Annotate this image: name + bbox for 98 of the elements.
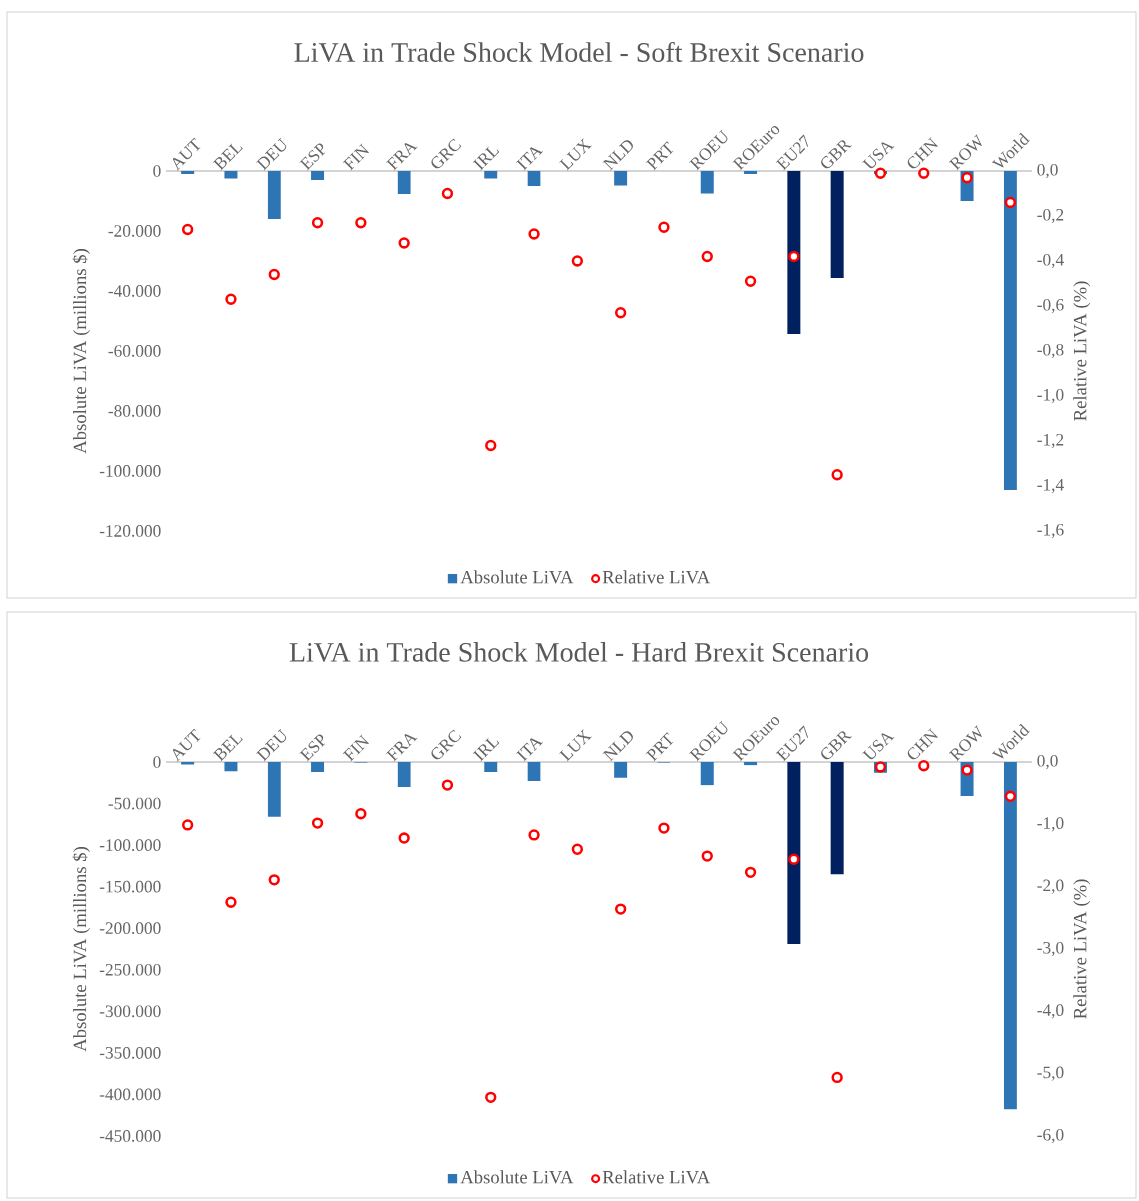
x-tick-label: BEL — [212, 143, 243, 171]
y2-tick-label: -1,2 — [1037, 433, 1064, 449]
y2-tick-label: -1,0 — [1037, 817, 1064, 832]
y-axis-title: Absolute LiVA (millions $) — [72, 847, 91, 1052]
y-tick-label: -400.000 — [99, 1088, 161, 1101]
x-tick-label: ITA — [516, 738, 544, 762]
point — [701, 850, 713, 862]
y2-tick-label: -1,0 — [1037, 388, 1064, 404]
x-tick-label: PRT — [645, 732, 674, 762]
x-tick-label: IRL — [472, 737, 500, 762]
x-tick-label: FRA — [386, 733, 418, 762]
legend-label: Absolute LiVA — [460, 570, 574, 584]
point — [1004, 790, 1017, 802]
x-tick-label: USA — [862, 733, 895, 760]
point — [441, 187, 454, 200]
y2-tick-label: -0,8 — [1037, 343, 1064, 359]
y-tick-label: -350.000 — [99, 1047, 161, 1059]
y2-tick-label: -1,6 — [1037, 523, 1064, 539]
point — [918, 760, 930, 772]
point — [268, 874, 280, 886]
legend-label: Absolute LiVA — [460, 1170, 574, 1184]
point — [398, 237, 410, 249]
x-tick-label: BEL — [212, 734, 243, 762]
x-tick-label: GBR — [821, 140, 852, 169]
y-tick-label: -80.000 — [108, 405, 161, 417]
point — [571, 843, 584, 855]
legend-label: Relative LiVA — [602, 570, 711, 584]
point — [961, 172, 973, 184]
y-tick-label: -120.000 — [99, 525, 161, 537]
y2-axis-title: Relative LiVA (%) — [1073, 879, 1091, 1019]
y2-tick-label: 0,0 — [1037, 163, 1058, 179]
y-tick-label: -300.000 — [99, 1005, 161, 1018]
y2-tick-label: -4,0 — [1037, 1004, 1064, 1019]
point — [614, 903, 627, 915]
point — [744, 275, 757, 287]
x-tick-label: ESP — [299, 734, 326, 762]
y-tick-label: -50.000 — [108, 797, 161, 810]
point — [658, 221, 670, 233]
y2-tick-label: -6,0 — [1037, 1128, 1064, 1144]
y-tick-label: 0 — [153, 756, 161, 768]
legend-label: Relative LiVA — [602, 1170, 711, 1184]
point — [831, 469, 843, 481]
x-tick-label: IRL — [472, 146, 500, 171]
point — [528, 228, 540, 240]
x-tick-label: USA — [862, 142, 895, 169]
point — [658, 822, 670, 834]
x-tick-label: ITA — [516, 147, 544, 171]
y-tick-label: -100.000 — [99, 465, 161, 477]
point — [441, 779, 454, 791]
y-tick-label: 0 — [153, 165, 161, 177]
point — [355, 217, 367, 229]
point — [311, 817, 324, 829]
y-tick-label: -60.000 — [108, 345, 161, 357]
point — [311, 217, 324, 229]
y-tick-label: -20.000 — [108, 225, 161, 237]
point — [744, 866, 757, 878]
point — [1004, 196, 1017, 209]
y2-tick-label: -5,0 — [1037, 1066, 1064, 1081]
point — [181, 819, 194, 831]
y-axis-title: Absolute LiVA (millions $) — [72, 249, 91, 454]
point — [788, 250, 800, 263]
x-tick-label: FIN — [342, 143, 369, 171]
y-tick-label: -250.000 — [99, 963, 161, 976]
y2-tick-label: 0,0 — [1037, 754, 1058, 770]
y2-tick-label: -0,4 — [1037, 253, 1064, 269]
x-tick-label: ESP — [299, 143, 326, 171]
point — [614, 307, 627, 319]
point — [181, 223, 194, 236]
x-tick-label: FRA — [386, 142, 418, 171]
y2-tick-label: -0,6 — [1037, 298, 1064, 314]
point — [571, 255, 584, 267]
y2-tick-label: -1,4 — [1037, 478, 1064, 494]
chart-title: LiVA in Trade Shock Model - Soft Brexit Scenario — [294, 41, 864, 63]
point — [788, 853, 800, 865]
point — [398, 832, 410, 844]
y2-tick-label: -3,0 — [1037, 941, 1064, 957]
point — [528, 829, 540, 841]
y-tick-label: -200.000 — [99, 922, 161, 935]
y2-axis-title: Relative LiVA (%) — [1073, 281, 1091, 421]
point — [485, 439, 497, 452]
point — [225, 896, 237, 908]
point — [831, 1071, 843, 1084]
x-tick-label: FIN — [342, 734, 369, 762]
point — [485, 1091, 497, 1104]
x-tick-label: GBR — [821, 731, 852, 760]
y-tick-label: -100.000 — [99, 839, 161, 851]
point — [961, 764, 973, 776]
point — [701, 250, 713, 263]
y-tick-label: -150.000 — [99, 880, 161, 893]
x-tick-label: PRT — [645, 141, 674, 171]
y2-tick-label: -2,0 — [1037, 879, 1064, 894]
point — [225, 293, 237, 305]
y-tick-label: -450.000 — [99, 1130, 161, 1142]
y2-tick-label: -0,2 — [1037, 208, 1064, 224]
point — [268, 268, 280, 281]
y-tick-label: -40.000 — [108, 285, 161, 297]
chart-title: LiVA in Trade Shock Model - Hard Brexit Scenario — [289, 642, 869, 662]
point — [355, 808, 367, 820]
